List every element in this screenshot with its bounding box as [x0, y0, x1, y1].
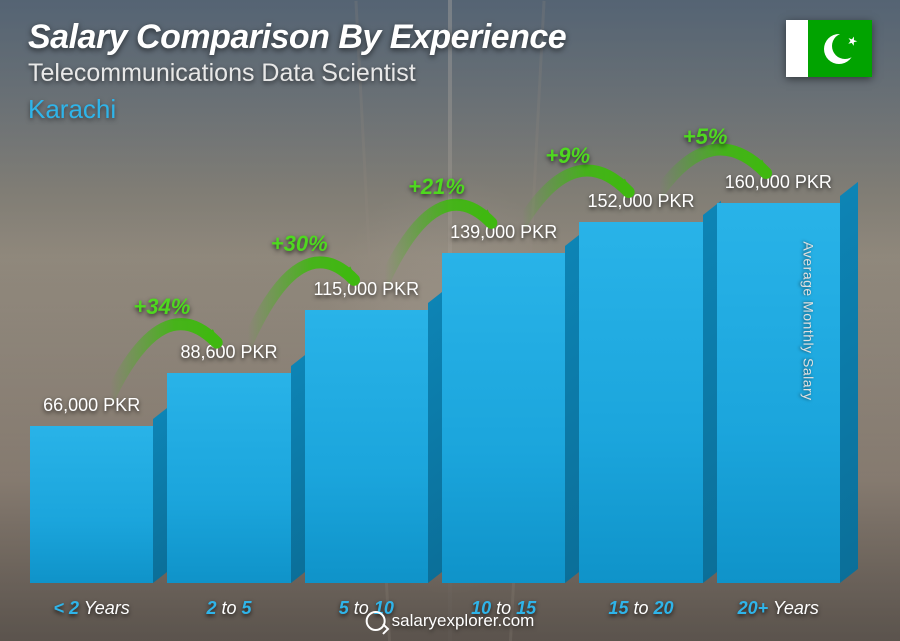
bar-value-label: 88,600 PKR: [180, 342, 277, 363]
y-axis-label: Average Monthly Salary: [800, 241, 816, 400]
bar-value-label: 66,000 PKR: [43, 395, 140, 416]
bar: [305, 310, 428, 583]
header: Salary Comparison By Experience Telecomm…: [28, 18, 872, 125]
bar-value-label: 160,000 PKR: [725, 172, 832, 193]
bar-wrap-3: 139,000 PKR10 to 15: [442, 222, 565, 583]
bar: [442, 253, 565, 583]
bar: [579, 222, 702, 583]
bar: [30, 426, 153, 583]
bar-category-label: 20+ Years: [738, 598, 819, 619]
location-label: Karachi: [28, 94, 872, 125]
footer-brand: salaryexplorer.com: [366, 611, 535, 631]
brand-text: salaryexplorer.com: [392, 611, 535, 631]
page-title: Salary Comparison By Experience: [28, 18, 872, 57]
bar-category-label: 2 to 5: [206, 598, 251, 619]
bar: [717, 203, 840, 583]
bar-value-label: 115,000 PKR: [313, 279, 419, 300]
bar-category-label: 15 to 20: [608, 598, 673, 619]
bar-wrap-0: 66,000 PKR< 2 Years: [30, 395, 153, 583]
bar-wrap-1: 88,600 PKR2 to 5: [167, 342, 290, 583]
bar-wrap-4: 152,000 PKR15 to 20: [579, 191, 702, 583]
bar-category-label: < 2 Years: [54, 598, 130, 619]
bar-value-label: 152,000 PKR: [587, 191, 694, 212]
search-icon: [366, 611, 386, 631]
bar-wrap-2: 115,000 PKR5 to 10: [305, 279, 428, 583]
page-subtitle: Telecommunications Data Scientist: [28, 59, 872, 88]
bar-wrap-5: 160,000 PKR20+ Years: [717, 172, 840, 583]
bar-value-label: 139,000 PKR: [450, 222, 557, 243]
bar-chart: 66,000 PKR< 2 Years88,600 PKR2 to 5115,0…: [30, 113, 840, 583]
bar: [167, 373, 290, 583]
